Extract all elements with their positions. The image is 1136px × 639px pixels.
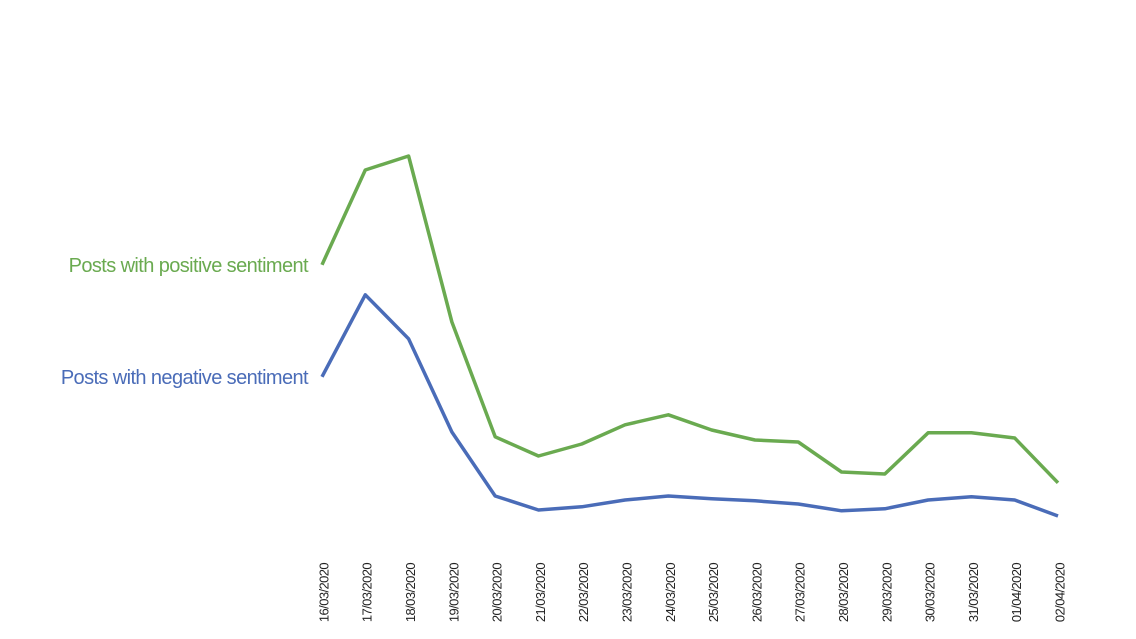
x-tick-label: 23/03/2020 (619, 563, 634, 622)
x-tick-label: 24/03/2020 (663, 563, 678, 622)
x-tick-label: 29/03/2020 (879, 563, 894, 622)
x-tick-label: 28/03/2020 (836, 563, 851, 622)
x-tick-label: 01/04/2020 (1009, 563, 1024, 622)
series-line (320, 293, 1059, 518)
x-tick-label: 19/03/2020 (446, 563, 461, 622)
x-tick-label: 25/03/2020 (706, 563, 721, 622)
x-tick-label: 26/03/2020 (749, 563, 764, 622)
x-tick-label: 16/03/2020 (316, 563, 331, 622)
x-tick-label: 31/03/2020 (966, 563, 981, 622)
x-tick-label: 17/03/2020 (360, 563, 375, 622)
x-tick-label: 22/03/2020 (576, 563, 591, 622)
x-tick-label: 20/03/2020 (490, 563, 505, 622)
series-line (320, 154, 1060, 485)
legend-label: Posts with positive sentiment (69, 255, 309, 277)
legend-label: Posts with negative sentiment (61, 367, 309, 389)
x-tick-label: 18/03/2020 (403, 563, 418, 622)
x-tick-label: 02/04/2020 (1052, 563, 1067, 622)
x-tick-label: 21/03/2020 (533, 563, 548, 622)
x-tick-label: 27/03/2020 (793, 563, 808, 622)
x-tick-label: 30/03/2020 (923, 563, 938, 622)
